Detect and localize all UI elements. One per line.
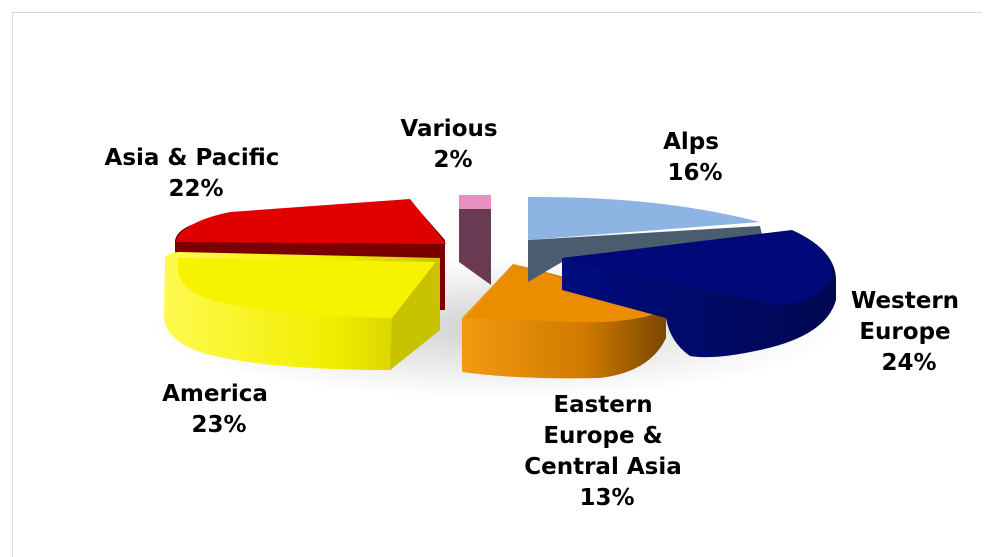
- label-asia-pacific-value: 22%: [168, 176, 223, 202]
- label-eastern-europe-name-1: Eastern: [553, 392, 652, 418]
- label-various: Various 2%: [400, 116, 505, 173]
- label-western-europe-value: 24%: [881, 350, 936, 376]
- slice-eastern-europe-top: [466, 266, 660, 323]
- label-western-europe-name-2: Europe: [859, 319, 950, 345]
- label-eastern-europe-value: 13%: [579, 485, 634, 511]
- label-various-name: Various: [400, 116, 497, 142]
- label-asia-pacific-name: Asia & Pacific: [105, 145, 280, 171]
- slice-alps-top: [528, 196, 760, 240]
- label-various-value: 2%: [433, 147, 472, 173]
- slice-america-top: [178, 258, 436, 318]
- slice-america: [164, 252, 440, 370]
- label-alps-name: Alps: [663, 129, 719, 155]
- data-labels: Various 2% Alps 16% Asia & Pacific 22% W…: [105, 116, 967, 511]
- slice-various-side: [459, 197, 491, 285]
- slice-western-europe-top: [562, 231, 833, 306]
- label-america-name: America: [162, 381, 268, 407]
- slice-america-cut: [390, 262, 440, 370]
- label-america: America 23%: [162, 381, 276, 438]
- label-eastern-europe: Eastern Europe & Central Asia 13%: [524, 392, 690, 511]
- label-eastern-europe-name-2: Europe &: [543, 423, 662, 449]
- label-alps: Alps 16%: [663, 129, 727, 186]
- slice-western-europe: [562, 230, 836, 358]
- label-america-value: 23%: [191, 412, 246, 438]
- label-western-europe: Western Europe 24%: [851, 288, 967, 376]
- slice-asia-pacific-top: [176, 199, 446, 244]
- label-asia-pacific: Asia & Pacific 22%: [105, 145, 288, 202]
- slice-various: [459, 195, 491, 285]
- label-eastern-europe-name-3: Central Asia: [524, 454, 682, 480]
- label-western-europe-name-1: Western: [851, 288, 959, 314]
- label-alps-value: 16%: [667, 160, 722, 186]
- slice-various-top: [459, 195, 491, 209]
